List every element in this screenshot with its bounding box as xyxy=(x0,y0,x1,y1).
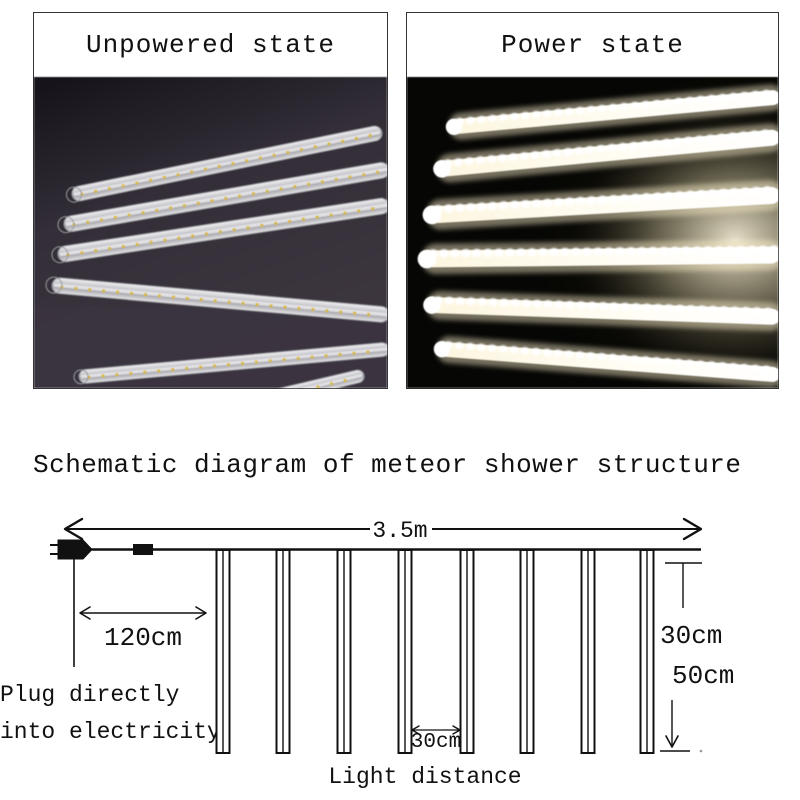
svg-text:Plug directly: Plug directly xyxy=(0,682,180,708)
svg-text:into electricity: into electricity xyxy=(0,719,221,745)
svg-text:30cm: 30cm xyxy=(660,621,722,651)
svg-text:50cm: 50cm xyxy=(672,661,734,691)
svg-text:30cm: 30cm xyxy=(411,731,461,754)
svg-text:3.5m: 3.5m xyxy=(372,518,427,544)
svg-text:120cm: 120cm xyxy=(104,623,182,653)
svg-text:Light distance: Light distance xyxy=(328,764,521,790)
